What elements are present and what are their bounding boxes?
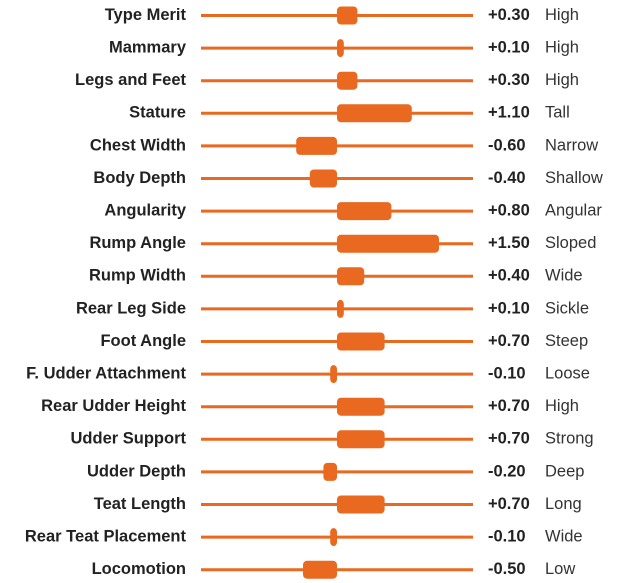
value-label: +0.70 bbox=[488, 495, 530, 513]
bar bbox=[337, 202, 392, 221]
descriptor: Low bbox=[545, 560, 575, 578]
trait-label: Rump Width bbox=[89, 267, 186, 285]
descriptor: High bbox=[545, 38, 579, 56]
value-label: +1.50 bbox=[488, 234, 530, 252]
value-label: +0.10 bbox=[488, 299, 530, 317]
value-label: -0.10 bbox=[488, 364, 526, 382]
value-label: +0.70 bbox=[488, 430, 530, 448]
trait-label: Locomotion bbox=[92, 560, 186, 578]
descriptor: Loose bbox=[545, 364, 590, 382]
descriptor: Sickle bbox=[545, 299, 589, 317]
descriptor: Narrow bbox=[545, 136, 598, 154]
descriptor: Deep bbox=[545, 462, 584, 480]
bar bbox=[330, 365, 337, 384]
trait-label: Foot Angle bbox=[100, 332, 186, 350]
bar bbox=[337, 299, 344, 318]
value-label: -0.20 bbox=[488, 462, 526, 480]
value-label: -0.60 bbox=[488, 136, 526, 154]
value-label: -0.50 bbox=[488, 560, 526, 578]
trait-label: Chest Width bbox=[90, 136, 186, 154]
bar bbox=[337, 397, 385, 416]
descriptor: Wide bbox=[545, 527, 583, 545]
bar bbox=[296, 136, 337, 155]
trait-label: Mammary bbox=[109, 38, 187, 56]
bar bbox=[337, 430, 385, 449]
descriptor: High bbox=[545, 397, 579, 415]
value-label: +0.80 bbox=[488, 201, 530, 219]
descriptor: Shallow bbox=[545, 169, 603, 187]
trait-label: Body Depth bbox=[93, 169, 186, 187]
value-label: +0.10 bbox=[488, 38, 530, 56]
trait-label: Type Merit bbox=[105, 6, 187, 24]
trait-label: Rear Leg Side bbox=[76, 299, 186, 317]
bar bbox=[337, 234, 439, 253]
bar bbox=[303, 560, 337, 579]
descriptor: Wide bbox=[545, 267, 583, 285]
value-label: +0.70 bbox=[488, 397, 530, 415]
bar bbox=[337, 267, 365, 286]
trait-label: Rear Udder Height bbox=[41, 397, 186, 415]
bar bbox=[309, 169, 337, 188]
bar bbox=[337, 39, 344, 58]
trait-label: Stature bbox=[129, 104, 186, 122]
descriptor: High bbox=[545, 71, 579, 89]
trait-label: Rear Teat Placement bbox=[25, 527, 187, 545]
value-label: -0.10 bbox=[488, 527, 526, 545]
trait-label: Udder Support bbox=[71, 430, 187, 448]
trait-label: Legs and Feet bbox=[75, 71, 186, 89]
bar bbox=[337, 71, 358, 90]
bar bbox=[323, 462, 337, 481]
value-label: +0.30 bbox=[488, 6, 530, 24]
bar bbox=[337, 332, 385, 351]
descriptor: High bbox=[545, 6, 579, 24]
descriptor: Steep bbox=[545, 332, 588, 350]
bar bbox=[330, 528, 337, 547]
trait-label: F. Udder Attachment bbox=[26, 364, 186, 382]
descriptor: Angular bbox=[545, 201, 602, 219]
descriptor: Long bbox=[545, 495, 582, 513]
trait-label: Udder Depth bbox=[87, 462, 186, 480]
bar bbox=[337, 104, 412, 123]
value-label: -0.40 bbox=[488, 169, 526, 187]
value-label: +0.40 bbox=[488, 267, 530, 285]
trait-label: Teat Length bbox=[94, 495, 186, 513]
trait-label: Rump Angle bbox=[89, 234, 186, 252]
descriptor: Tall bbox=[545, 104, 570, 122]
value-label: +0.70 bbox=[488, 332, 530, 350]
descriptor: Sloped bbox=[545, 234, 596, 252]
bar bbox=[337, 495, 385, 514]
bar bbox=[337, 6, 358, 25]
descriptor: Strong bbox=[545, 430, 594, 448]
trait-label: Angularity bbox=[104, 201, 186, 219]
value-label: +1.10 bbox=[488, 104, 530, 122]
value-label: +0.30 bbox=[488, 71, 530, 89]
